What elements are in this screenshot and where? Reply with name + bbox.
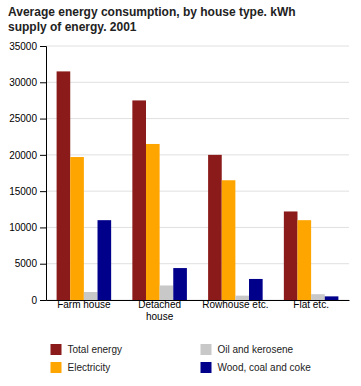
x-tick-label-line: Detached [138, 299, 181, 310]
bar-series [70, 144, 311, 300]
x-axis: Farm house Detachedhouse Rowhouse etc. Flat… [47, 299, 350, 322]
bar [146, 144, 160, 300]
legend-item: Oil and kerosene [201, 344, 294, 355]
y-tick: 5000 [15, 258, 46, 269]
legend-swatch [201, 362, 212, 373]
y-tick: 10000 [9, 222, 46, 233]
bars [57, 71, 339, 300]
y-tick-label: 10000 [9, 222, 37, 233]
y-tick: 0 [31, 295, 46, 306]
bar [173, 268, 187, 300]
legend: Total energy Electricity Oil and kerosene W… [51, 344, 312, 373]
y-tick: 15000 [9, 186, 46, 197]
bar [132, 100, 146, 300]
y-tick-label: 25000 [9, 113, 37, 124]
y-tick-label: 30000 [9, 77, 37, 88]
bar-series [84, 285, 325, 300]
x-tick-label: Detachedhouse [138, 299, 181, 322]
title-line: supply of energy. 2001 [8, 20, 137, 34]
bar [70, 157, 84, 300]
y-tick: 20000 [9, 150, 46, 161]
x-tick: Detachedhouse [138, 299, 181, 322]
legend-item: Electricity [51, 362, 111, 373]
y-tick-mark [40, 264, 46, 265]
plot: 0 5000 10000 15000 20000 25000 30000 35000 Farm … [9, 41, 349, 322]
bar [284, 211, 298, 300]
y-axis-line [40, 47, 47, 301]
legend-label: Oil and kerosene [218, 344, 294, 355]
legend-swatch [201, 344, 212, 355]
x-tick-label-line: Farm house [57, 299, 111, 310]
x-tick-label: Flat etc. [293, 299, 329, 310]
x-tick-label: Farm house [57, 299, 111, 310]
grid [46, 46, 349, 300]
y-tick-label: 0 [31, 295, 37, 306]
grid-line [46, 154, 349, 155]
bar [57, 71, 71, 300]
y-tick: 35000 [9, 41, 46, 52]
y-tick-label: 35000 [9, 41, 37, 52]
legend-label: Electricity [68, 362, 111, 373]
grid-line [46, 82, 349, 83]
grid-line [46, 191, 349, 192]
title-line: Average energy consumption, by house typ… [8, 5, 296, 19]
x-tick-label: Rowhouse etc. [202, 299, 268, 310]
x-tick-label-line: Flat etc. [293, 299, 329, 310]
y-tick-mark [40, 82, 46, 83]
bar-series [57, 71, 298, 300]
legend-item: Wood, coal and coke [201, 362, 312, 373]
y-tick: 25000 [9, 113, 46, 124]
bar [208, 155, 222, 300]
bar-series [98, 220, 339, 300]
background [0, 0, 361, 386]
x-tick: Flat etc. [293, 299, 329, 310]
grid-line [46, 46, 349, 47]
bar [160, 285, 174, 300]
bar [98, 220, 112, 300]
legend-swatch [51, 362, 62, 373]
y-tick-mark [40, 227, 46, 228]
y-tick-label: 5000 [15, 258, 38, 269]
grid-line [46, 118, 349, 119]
y-tick-mark [40, 155, 46, 156]
y-tick-mark [40, 46, 46, 47]
chart: Average energy consumption, by house typ… [0, 0, 361, 386]
y-tick-mark [40, 191, 46, 192]
x-tick-label-line: house [146, 311, 174, 322]
legend-label: Total energy [68, 344, 122, 355]
y-tick-label: 15000 [9, 186, 37, 197]
legend-item: Total energy [51, 344, 122, 355]
legend-swatch [51, 344, 62, 355]
x-tick: Rowhouse etc. [202, 299, 268, 310]
y-tick-label: 20000 [9, 150, 37, 161]
legend-label: Wood, coal and coke [218, 362, 312, 373]
y-tick-mark [40, 119, 46, 120]
y-tick-mark [40, 300, 46, 301]
title: Average energy consumption, by house typ… [8, 5, 296, 34]
bar [249, 279, 263, 300]
y-tick: 30000 [9, 77, 46, 88]
bar [297, 220, 311, 300]
x-tick: Farm house [57, 299, 111, 310]
x-tick-label-line: Rowhouse etc. [202, 299, 268, 310]
y-axis: 0 5000 10000 15000 20000 25000 30000 35000 [9, 41, 46, 306]
bar [222, 180, 236, 300]
